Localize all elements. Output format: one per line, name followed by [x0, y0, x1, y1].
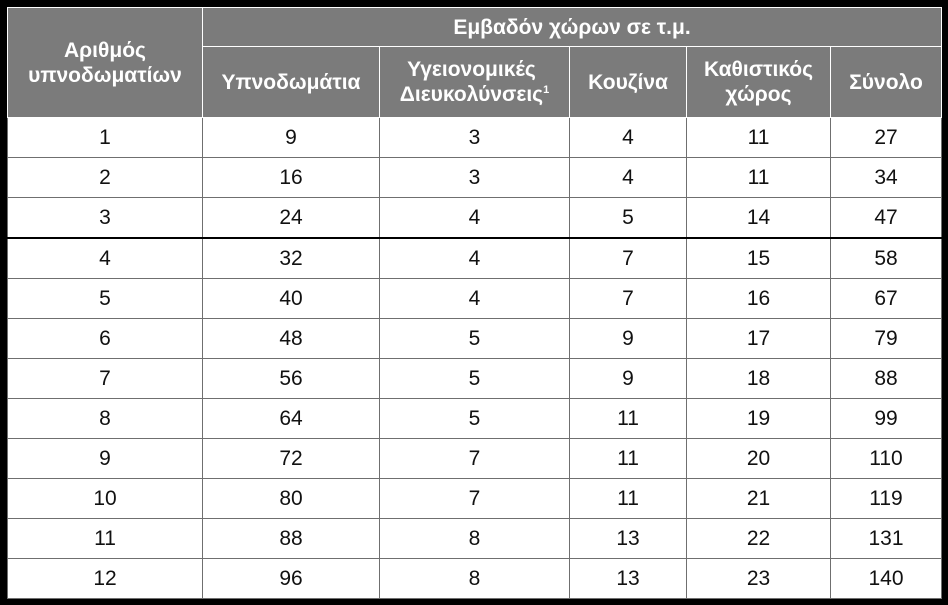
- cell-bedroom-count: 7: [7, 358, 203, 399]
- column-header-kitchen: Κουζίνα: [569, 46, 687, 118]
- cell-kitchen-area: 4: [569, 117, 687, 158]
- cell-kitchen-area: 5: [569, 197, 687, 239]
- cell-sanitary-area: 5: [379, 358, 570, 399]
- cell-living-area: 21: [686, 478, 831, 519]
- table-row: 11 88 8 13 22 131: [7, 518, 942, 559]
- cell-kitchen-area: 9: [569, 358, 687, 399]
- cell-sanitary-area: 3: [379, 157, 570, 198]
- area-table: Αριθμός υπνοδωματίων Εμβαδόν χώρων σε τ.…: [7, 7, 942, 599]
- cell-kitchen-area: 11: [569, 478, 687, 519]
- cell-total-area: 119: [830, 478, 942, 519]
- cell-living-area: 11: [686, 157, 831, 198]
- cell-sanitary-area: 5: [379, 318, 570, 359]
- cell-sanitary-area: 8: [379, 558, 570, 599]
- cell-bedrooms-area: 9: [202, 117, 380, 158]
- cell-sanitary-area: 7: [379, 438, 570, 479]
- cell-living-area: 23: [686, 558, 831, 599]
- cell-total-area: 47: [830, 197, 942, 239]
- cell-kitchen-area: 11: [569, 438, 687, 479]
- cell-bedrooms-area: 40: [202, 278, 380, 319]
- column-header-bedrooms: Υπνοδωμάτια: [202, 46, 380, 118]
- cell-bedroom-count: 5: [7, 278, 203, 319]
- row-header-bedroom-count: Αριθμός υπνοδωματίων: [7, 7, 203, 118]
- cell-total-area: 110: [830, 438, 942, 479]
- cell-living-area: 16: [686, 278, 831, 319]
- cell-sanitary-area: 5: [379, 398, 570, 439]
- cell-bedroom-count: 12: [7, 558, 203, 599]
- cell-sanitary-area: 7: [379, 478, 570, 519]
- cell-living-area: 15: [686, 237, 831, 279]
- cell-kitchen-area: 11: [569, 398, 687, 439]
- table-row: 12 96 8 13 23 140: [7, 558, 942, 599]
- cell-bedroom-count: 11: [7, 518, 203, 559]
- cell-living-area: 20: [686, 438, 831, 479]
- column-header-living-room: Καθιστικός χώρος: [686, 46, 831, 118]
- cell-total-area: 140: [830, 558, 942, 599]
- cell-bedroom-count: 8: [7, 398, 203, 439]
- cell-bedroom-count: 2: [7, 157, 203, 198]
- cell-total-area: 79: [830, 318, 942, 359]
- cell-kitchen-area: 7: [569, 237, 687, 279]
- table-body: 1 9 3 4 11 27 2 16 3 4 11 34 3 24 4 5 14 47 4 32 4 7 15 58 5 40 4 7…: [7, 117, 942, 599]
- cell-bedroom-count: 10: [7, 478, 203, 519]
- cell-sanitary-area: 4: [379, 197, 570, 239]
- cell-bedrooms-area: 16: [202, 157, 380, 198]
- cell-bedrooms-area: 56: [202, 358, 380, 399]
- cell-bedrooms-area: 48: [202, 318, 380, 359]
- cell-total-area: 27: [830, 117, 942, 158]
- table-row: 7 56 5 9 18 88: [7, 358, 942, 399]
- column-header-total: Σύνολο: [830, 46, 942, 118]
- cell-bedrooms-area: 32: [202, 237, 380, 279]
- table-row: 3 24 4 5 14 47: [7, 197, 942, 239]
- cell-living-area: 17: [686, 318, 831, 359]
- cell-living-area: 18: [686, 358, 831, 399]
- cell-kitchen-area: 13: [569, 558, 687, 599]
- column-header-sanitary: Υγειονομικές Διευκολύνσεις1: [379, 46, 570, 118]
- table-row: 2 16 3 4 11 34: [7, 157, 942, 198]
- cell-bedroom-count: 1: [7, 117, 203, 158]
- cell-kitchen-area: 7: [569, 278, 687, 319]
- cell-total-area: 99: [830, 398, 942, 439]
- cell-kitchen-area: 9: [569, 318, 687, 359]
- table-frame: Αριθμός υπνοδωματίων Εμβαδόν χώρων σε τ.…: [7, 7, 942, 599]
- footnote-marker: 1: [543, 84, 550, 96]
- cell-bedrooms-area: 88: [202, 518, 380, 559]
- table-row: 4 32 4 7 15 58: [7, 237, 942, 279]
- cell-total-area: 67: [830, 278, 942, 319]
- cell-living-area: 11: [686, 117, 831, 158]
- cell-living-area: 19: [686, 398, 831, 439]
- cell-bedrooms-area: 72: [202, 438, 380, 479]
- cell-total-area: 34: [830, 157, 942, 198]
- table-row: 1 9 3 4 11 27: [7, 117, 942, 158]
- cell-sanitary-area: 4: [379, 237, 570, 279]
- group-header-area: Εμβαδόν χώρων σε τ.μ.: [202, 7, 942, 47]
- cell-bedroom-count: 3: [7, 197, 203, 239]
- cell-sanitary-area: 3: [379, 117, 570, 158]
- cell-total-area: 131: [830, 518, 942, 559]
- cell-bedroom-count: 6: [7, 318, 203, 359]
- cell-kitchen-area: 13: [569, 518, 687, 559]
- cell-total-area: 58: [830, 237, 942, 279]
- cell-kitchen-area: 4: [569, 157, 687, 198]
- cell-total-area: 88: [830, 358, 942, 399]
- cell-bedroom-count: 4: [7, 237, 203, 279]
- cell-bedrooms-area: 24: [202, 197, 380, 239]
- cell-living-area: 14: [686, 197, 831, 239]
- table-row: 10 80 7 11 21 119: [7, 478, 942, 519]
- cell-bedrooms-area: 96: [202, 558, 380, 599]
- cell-sanitary-area: 4: [379, 278, 570, 319]
- table-row: 5 40 4 7 16 67: [7, 278, 942, 319]
- table-row: 9 72 7 11 20 110: [7, 438, 942, 479]
- cell-living-area: 22: [686, 518, 831, 559]
- table-row: 6 48 5 9 17 79: [7, 318, 942, 359]
- cell-bedrooms-area: 80: [202, 478, 380, 519]
- cell-bedrooms-area: 64: [202, 398, 380, 439]
- cell-bedroom-count: 9: [7, 438, 203, 479]
- table-row: 8 64 5 11 19 99: [7, 398, 942, 439]
- cell-sanitary-area: 8: [379, 518, 570, 559]
